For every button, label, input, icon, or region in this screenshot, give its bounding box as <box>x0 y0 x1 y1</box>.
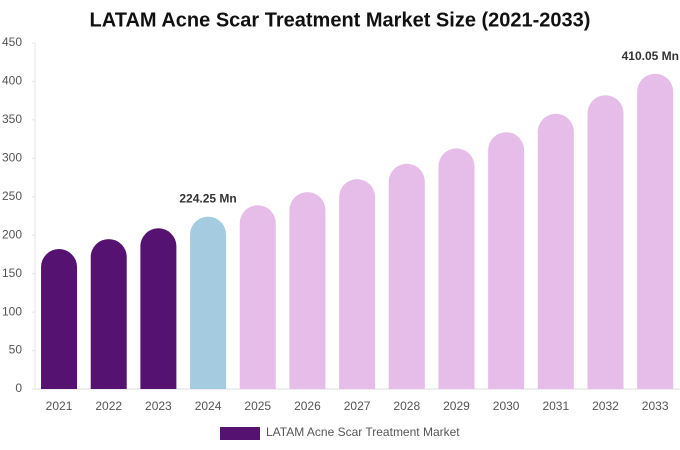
x-tick-label: 2033 <box>642 399 669 413</box>
x-tick-label: 2031 <box>542 399 569 413</box>
y-tick-label: 400 <box>2 74 22 88</box>
y-tick-label: 100 <box>2 304 22 318</box>
x-tick-label: 2024 <box>195 399 222 413</box>
y-tick-label: 250 <box>2 189 22 203</box>
y-tick-label: 0 <box>15 381 22 395</box>
x-tick-label: 2030 <box>493 399 520 413</box>
y-tick-label: 150 <box>2 266 22 280</box>
y-tick-label: 50 <box>9 343 23 357</box>
legend-label: LATAM Acne Scar Treatment Market <box>266 425 460 439</box>
bar <box>587 95 624 389</box>
value-label: 410.05 Mn <box>622 49 679 63</box>
y-tick-label: 450 <box>2 35 22 49</box>
bar <box>239 205 276 389</box>
legend-swatch <box>220 427 260 440</box>
bar <box>90 239 127 389</box>
chart-title: LATAM Acne Scar Treatment Market Size (2… <box>90 9 591 31</box>
x-tick-label: 2026 <box>294 399 321 413</box>
y-tick-label: 200 <box>2 227 22 241</box>
x-tick-label: 2023 <box>145 399 172 413</box>
bar <box>438 148 475 389</box>
bar <box>339 179 376 389</box>
x-tick-label: 2021 <box>46 399 73 413</box>
bar <box>140 228 177 389</box>
y-tick-label: 350 <box>2 112 22 126</box>
x-tick-label: 2029 <box>443 399 470 413</box>
bar <box>41 249 78 389</box>
x-tick-label: 2032 <box>592 399 619 413</box>
x-tick-label: 2025 <box>244 399 271 413</box>
bar <box>388 163 425 389</box>
bar <box>637 73 674 390</box>
bar <box>488 132 525 389</box>
y-tick-label: 300 <box>2 151 22 165</box>
bar <box>289 192 326 389</box>
bar <box>537 113 574 389</box>
x-tick-label: 2028 <box>393 399 420 413</box>
value-label: 224.25 Mn <box>179 192 236 206</box>
x-tick-label: 2022 <box>95 399 122 413</box>
x-tick-label: 2027 <box>344 399 371 413</box>
bar <box>190 216 227 389</box>
